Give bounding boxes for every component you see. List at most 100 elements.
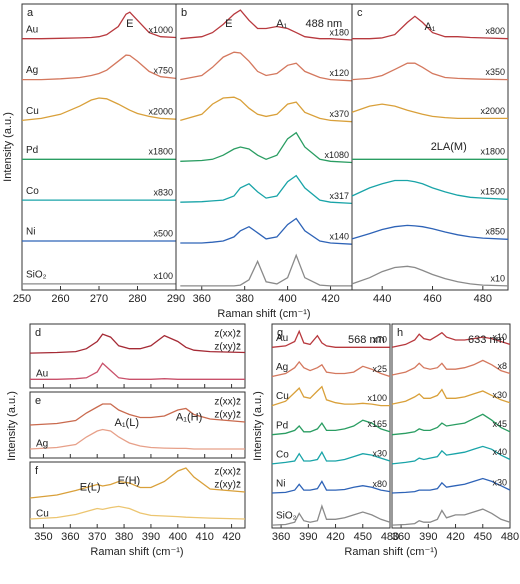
x-tick-label: 360 xyxy=(272,531,290,543)
scale-factor: x1080 xyxy=(324,150,349,160)
annotation: 2LA(M) xyxy=(431,141,467,153)
scale-factor: x370 xyxy=(329,109,349,119)
scale-factor: x120 xyxy=(329,68,349,78)
annotation: E xyxy=(126,18,133,30)
spectrum-line xyxy=(29,403,246,426)
scale-factor: x500 xyxy=(153,228,173,238)
scale-factor: x350 xyxy=(485,67,505,77)
plot-frame xyxy=(29,461,246,529)
scale-factor: x80 xyxy=(372,479,387,489)
x-tick-label: 400 xyxy=(278,293,296,305)
spectrum-line xyxy=(29,467,246,499)
panel-label: b xyxy=(181,7,187,19)
spectrum-line xyxy=(271,329,390,348)
polarization-label: z(xy)z̄ xyxy=(214,410,241,421)
scale-factor: x140 xyxy=(329,232,349,242)
x-tick-label: 270 xyxy=(90,293,108,305)
spectrum-line xyxy=(391,359,511,376)
x-tick-label: 460 xyxy=(423,293,441,305)
annotation: E xyxy=(225,18,232,30)
panel-label: a xyxy=(27,7,34,19)
x-tick-label: 480 xyxy=(381,531,399,543)
annotation: 568 nm xyxy=(348,334,385,346)
x-tick-label: 450 xyxy=(474,531,492,543)
sample-label: Ag xyxy=(36,439,48,450)
plot-frame xyxy=(175,3,353,291)
x-tick-label: 370 xyxy=(88,531,106,543)
spectrum-line xyxy=(271,480,391,494)
y-axis-label: Intensity (a.u.) xyxy=(252,391,264,461)
scale-factor: x45 xyxy=(492,419,507,429)
plot-frame xyxy=(29,323,246,389)
spectrum-line xyxy=(391,331,511,348)
x-tick-label: 360 xyxy=(193,293,211,305)
sample-label: Cu xyxy=(36,509,49,520)
y-axis-label: Intensity (a.u.) xyxy=(6,391,18,461)
spectrum-line xyxy=(351,62,509,81)
y-axis-label: Intensity (a.u.) xyxy=(2,112,14,182)
scale-factor: x750 xyxy=(153,66,173,76)
row-label: Au xyxy=(276,333,288,344)
row-label: Cu xyxy=(276,391,289,402)
x-tick-label: 410 xyxy=(196,531,214,543)
panel-label: f xyxy=(35,465,39,477)
x-tick-label: 450 xyxy=(354,531,372,543)
x-tick-label: 380 xyxy=(236,293,254,305)
row-label: Pd xyxy=(276,420,288,431)
scale-factor: x1500 xyxy=(480,187,505,197)
x-tick-label: 290 xyxy=(167,293,185,305)
x-tick-label: 420 xyxy=(321,293,339,305)
spectrum-line xyxy=(29,333,246,354)
row-label: Au xyxy=(26,24,38,35)
row-label: SiO₂ xyxy=(26,270,47,281)
spectrum-line xyxy=(22,54,177,81)
annotation: 488 nm xyxy=(305,18,342,30)
scale-factor: x800 xyxy=(485,26,505,36)
scale-factor: x830 xyxy=(153,187,173,197)
spectrum-line xyxy=(271,360,391,378)
row-label: Cu xyxy=(26,106,39,117)
x-tick-label: 420 xyxy=(326,531,344,543)
row-label: SiO₂ xyxy=(276,511,297,522)
sample-label: Au xyxy=(36,369,48,380)
scale-factor: x8 xyxy=(497,361,507,371)
spectrum-line xyxy=(180,51,353,82)
spectrum-line xyxy=(180,217,353,245)
annotation: 633 nm xyxy=(468,334,505,346)
scale-factor: x165 xyxy=(367,419,387,429)
spectrum-line xyxy=(352,15,509,40)
scale-factor: x100 xyxy=(367,393,387,403)
scale-factor: x25 xyxy=(372,364,387,374)
row-label: Co xyxy=(276,450,289,461)
x-tick-label: 420 xyxy=(222,531,240,543)
annotation: A₁(H) xyxy=(176,412,202,424)
x-axis-label: Raman shift (cm⁻¹) xyxy=(217,308,310,320)
scale-factor: x850 xyxy=(485,227,505,237)
panel-label: g xyxy=(277,327,283,339)
scale-factor: x180 xyxy=(329,27,349,37)
spectrum-line xyxy=(271,504,391,526)
polarization-label: z(xx)z̄ xyxy=(214,397,241,408)
panel-label: h xyxy=(397,327,403,339)
x-tick-label: 350 xyxy=(34,531,52,543)
x-tick-label: 390 xyxy=(419,531,437,543)
polarization-label: z(xx)z̄ xyxy=(214,329,241,340)
x-tick-label: 280 xyxy=(128,293,146,305)
spectrum-line xyxy=(271,419,391,436)
x-tick-label: 480 xyxy=(501,531,519,543)
x-tick-label: 380 xyxy=(115,531,133,543)
annotation: A₁ xyxy=(276,18,287,30)
annotation: A₁(L) xyxy=(115,417,140,429)
scale-factor: x100 xyxy=(153,271,173,281)
scale-factor: x1800 xyxy=(480,147,505,157)
scale-factor: x30 xyxy=(372,448,387,458)
row-label: Ni xyxy=(276,479,285,490)
row-label: Ag xyxy=(276,362,288,373)
x-tick-label: 400 xyxy=(169,531,187,543)
spectrum-line xyxy=(351,103,508,120)
annotation: E(H) xyxy=(118,475,141,487)
x-tick-label: 260 xyxy=(51,293,69,305)
scale-factor: x2000 xyxy=(148,107,173,117)
plot-frame xyxy=(271,323,391,529)
